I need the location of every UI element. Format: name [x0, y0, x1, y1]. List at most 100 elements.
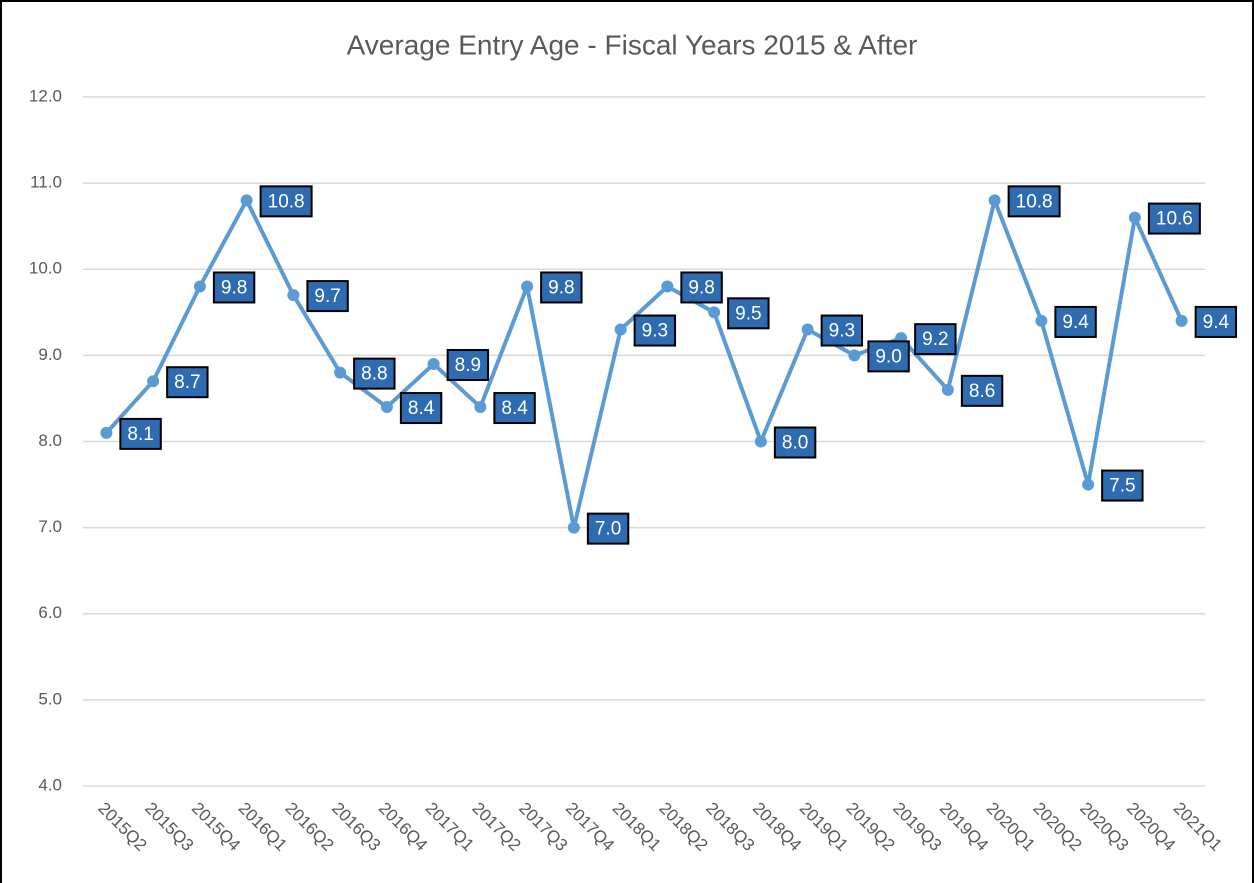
- data-label-box: [1147, 202, 1201, 235]
- y-tick-label: 11.0: [30, 173, 62, 192]
- data-point: [567, 521, 580, 534]
- data-label-text: 8.0: [782, 433, 808, 454]
- data-label-box: [727, 297, 770, 330]
- data-label-box: [399, 392, 443, 425]
- data-label-box: [586, 512, 630, 545]
- data-label-text: 8.7: [174, 372, 200, 393]
- y-tick-label: 6.0: [38, 603, 62, 622]
- data-label-text: 9.7: [314, 286, 340, 307]
- data-label-text: 9.4: [1062, 312, 1089, 333]
- data-label: 9.0: [867, 340, 910, 373]
- data-point: [801, 323, 814, 336]
- data-point: [661, 280, 674, 293]
- data-point: [1035, 314, 1048, 327]
- data-label-text: 10.8: [1016, 191, 1053, 212]
- data-point: [287, 289, 300, 302]
- data-label: 10.8: [1007, 185, 1061, 218]
- data-label: 9.4: [1194, 305, 1238, 338]
- data-label-box: [166, 366, 209, 399]
- data-point: [521, 280, 534, 293]
- y-tick-label: 8.0: [38, 431, 62, 450]
- data-label-box: [773, 426, 817, 459]
- data-label: 7.0: [586, 512, 630, 545]
- data-point: [988, 194, 1001, 207]
- data-label-text: 8.6: [969, 381, 995, 402]
- data-label: 9.2: [914, 323, 957, 356]
- y-tick-label: 7.0: [38, 517, 62, 536]
- data-label: 9.8: [212, 271, 256, 304]
- data-point: [474, 401, 487, 414]
- data-label-box: [867, 340, 910, 373]
- data-label: 8.7: [166, 366, 209, 399]
- y-tick-label: 5.0: [38, 689, 62, 708]
- data-point: [100, 426, 113, 439]
- data-point: [614, 323, 627, 336]
- data-label-text: 8.8: [361, 364, 387, 385]
- data-label: 8.8: [353, 357, 396, 390]
- data-label-text: 8.1: [127, 424, 153, 445]
- data-label-text: 8.4: [501, 398, 528, 419]
- data-label-box: [306, 280, 349, 313]
- data-label-text: 9.5: [735, 303, 761, 324]
- data-point: [1128, 211, 1141, 224]
- data-point: [427, 357, 440, 370]
- data-point: [754, 435, 767, 448]
- series-line: [104, 198, 1184, 530]
- data-label: 8.4: [493, 392, 536, 425]
- y-tick-label: 12.0: [29, 86, 62, 105]
- data-label-box: [540, 271, 583, 304]
- data-point: [1082, 478, 1095, 491]
- data-label-box: [1194, 305, 1238, 338]
- data-label-box: [680, 271, 723, 304]
- data-label: 8.4: [399, 392, 443, 425]
- data-label: 8.9: [446, 348, 490, 381]
- data-point: [193, 280, 206, 293]
- data-point: [708, 306, 721, 319]
- data-label-text: 10.6: [1156, 209, 1193, 230]
- data-label-box: [259, 185, 313, 218]
- data-label-text: 9.3: [829, 321, 855, 342]
- data-label: 9.3: [633, 314, 677, 347]
- data-label-box: [914, 323, 957, 356]
- chart-title: Average Entry Age - Fiscal Years 2015 & …: [347, 29, 918, 60]
- data-label-text: 8.9: [455, 355, 481, 376]
- data-label: 9.5: [727, 297, 770, 330]
- data-label: 9.8: [680, 271, 723, 304]
- data-label-box: [960, 374, 1004, 407]
- data-point: [147, 375, 160, 388]
- data-point: [1175, 314, 1188, 327]
- y-tick-label: 4.0: [38, 775, 62, 794]
- data-point: [941, 383, 954, 396]
- data-label-text: 9.2: [922, 329, 948, 350]
- data-label-text: 9.3: [642, 321, 668, 342]
- data-label-text: 7.5: [1109, 476, 1135, 497]
- data-label-text: 9.4: [1203, 312, 1230, 333]
- data-label-box: [633, 314, 677, 347]
- data-point: [240, 194, 253, 207]
- data-label-text: 7.0: [595, 519, 621, 540]
- data-label-box: [820, 314, 864, 347]
- data-label: 7.5: [1101, 469, 1144, 502]
- data-label-box: [119, 417, 162, 450]
- data-label: 9.3: [820, 314, 864, 347]
- data-label: 10.8: [259, 185, 313, 218]
- data-label: 8.1: [119, 417, 162, 450]
- y-tick-label: 9.0: [38, 345, 62, 364]
- data-label-box: [212, 271, 256, 304]
- data-label-text: 10.8: [268, 191, 305, 212]
- data-label: 8.6: [960, 374, 1004, 407]
- y-tick-label: 10.0: [29, 259, 62, 278]
- data-label: 9.7: [306, 280, 349, 313]
- data-label-text: 9.8: [688, 277, 714, 298]
- data-label-text: 8.4: [408, 398, 435, 419]
- data-label: 10.6: [1147, 202, 1201, 235]
- data-point: [380, 401, 393, 414]
- data-label-box: [1054, 305, 1097, 338]
- data-point: [334, 366, 347, 379]
- data-label: 8.0: [773, 426, 817, 459]
- data-label-box: [493, 392, 536, 425]
- data-point: [848, 349, 861, 362]
- data-label: 9.8: [540, 271, 583, 304]
- data-label-text: 9.8: [221, 277, 247, 298]
